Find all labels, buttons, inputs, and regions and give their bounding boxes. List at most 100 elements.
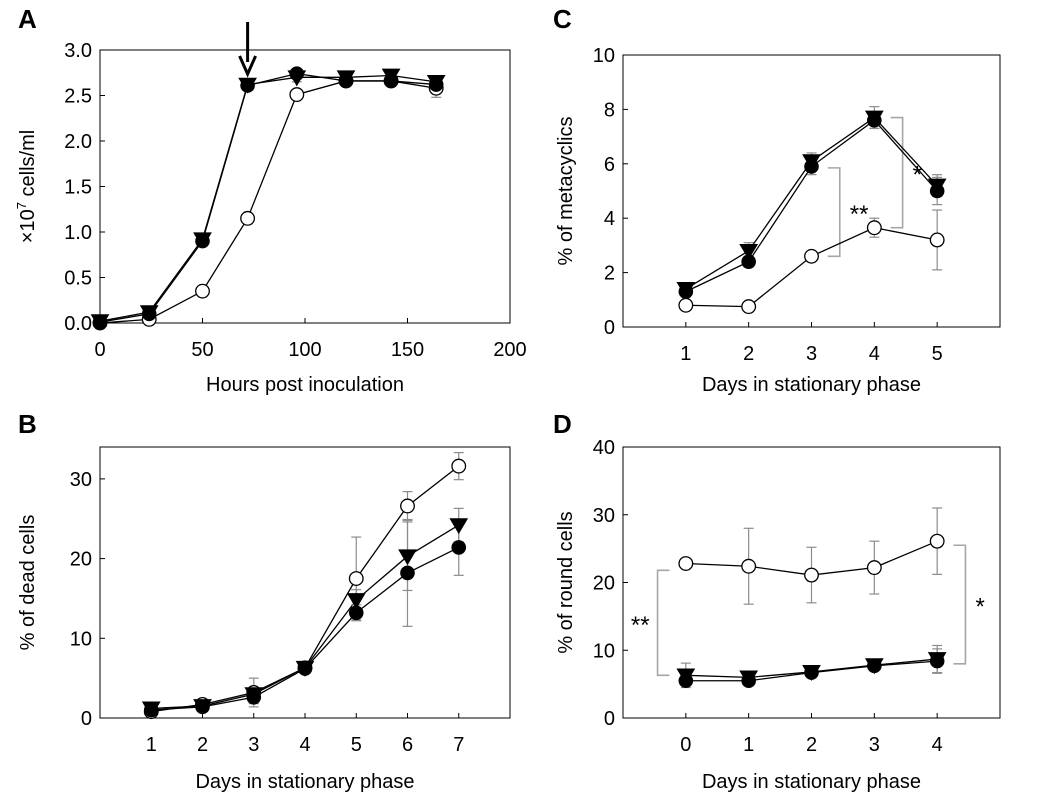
filled-circle-marker-0 bbox=[678, 284, 694, 299]
significance-bracket bbox=[890, 116, 904, 229]
x-axis-label: Days in stationary phase bbox=[702, 374, 921, 396]
x-tick-label: 150 bbox=[391, 339, 424, 361]
y-axis-label: % of dead cells bbox=[17, 515, 39, 651]
filled-circle-marker-2 bbox=[195, 233, 210, 249]
y-tick-label: 0 bbox=[604, 708, 615, 730]
triangle-marker-1 bbox=[739, 243, 759, 260]
open-circle-marker-3 bbox=[866, 220, 882, 236]
y-tick-label: 30 bbox=[593, 505, 615, 527]
x-tick-label: 5 bbox=[351, 734, 362, 756]
x-tick-label: 2 bbox=[743, 343, 754, 365]
x-tick-label: 5 bbox=[932, 343, 943, 365]
filled-circle-marker-1 bbox=[195, 699, 210, 715]
filled-circle-marker-5 bbox=[338, 73, 354, 89]
significance-label: * bbox=[913, 162, 922, 189]
x-tick-label: 3 bbox=[806, 343, 817, 365]
x-tick-label: 3 bbox=[248, 734, 259, 756]
series-line-circle-open bbox=[685, 227, 938, 308]
y-axis-label: % of metacyclics bbox=[555, 117, 577, 266]
open-circle-marker-1 bbox=[741, 299, 757, 315]
x-tick-label: 6 bbox=[402, 734, 413, 756]
x-tick-label: 7 bbox=[453, 734, 464, 756]
open-circle-marker-4 bbox=[929, 232, 945, 248]
y-tick-label: 2.5 bbox=[64, 86, 92, 108]
filled-circle-marker-7 bbox=[428, 77, 444, 92]
panel-label: B bbox=[18, 409, 37, 439]
filled-circle-marker-3 bbox=[867, 112, 882, 128]
filled-circle-marker-6 bbox=[451, 540, 467, 555]
significance-label: ** bbox=[631, 612, 650, 639]
y-axis-label-prefix: ×10 bbox=[17, 209, 39, 243]
filled-circle-marker-0 bbox=[143, 702, 159, 718]
filled-circle-marker-6 bbox=[383, 73, 399, 89]
filled-circle-marker-4 bbox=[929, 183, 945, 199]
y-tick-label: 10 bbox=[593, 640, 615, 662]
x-tick-label: 0 bbox=[94, 339, 105, 361]
y-tick-label: 30 bbox=[70, 469, 92, 491]
x-tick-label: 3 bbox=[869, 734, 880, 756]
series-line-triangle-down-filled bbox=[99, 74, 437, 322]
triangle-marker-5 bbox=[398, 549, 417, 566]
y-axis-label-exponent: 7 bbox=[14, 202, 29, 209]
x-tick-label: 1 bbox=[743, 734, 754, 756]
y-tick-label: 2.0 bbox=[64, 131, 92, 153]
plot-frame bbox=[99, 49, 511, 324]
plot-frame bbox=[99, 446, 511, 719]
open-circle-marker-2 bbox=[195, 283, 210, 299]
panel-label: C bbox=[553, 4, 572, 34]
x-tick-label: 1 bbox=[680, 343, 691, 365]
filled-circle-marker-1 bbox=[741, 254, 756, 270]
filled-circle-marker-5 bbox=[400, 565, 415, 581]
y-axis-label: % of round cells bbox=[555, 511, 577, 653]
y-tick-label: 0.0 bbox=[64, 313, 92, 335]
x-axis-label: Days in stationary phase bbox=[702, 771, 921, 793]
y-axis-label: ×107 cells/ml bbox=[14, 130, 39, 243]
filled-circle-marker-4 bbox=[348, 605, 364, 621]
y-tick-label: 10 bbox=[70, 628, 92, 650]
x-tick-label: 100 bbox=[288, 339, 321, 361]
panel-label: A bbox=[18, 4, 37, 34]
x-tick-label: 1 bbox=[146, 734, 157, 756]
open-circle-marker-6 bbox=[451, 458, 467, 474]
open-circle-marker-4 bbox=[929, 533, 945, 549]
open-circle-marker-2 bbox=[804, 248, 819, 264]
filled-circle-marker-3 bbox=[297, 661, 313, 676]
y-tick-label: 4 bbox=[604, 208, 615, 230]
y-tick-label: 1.0 bbox=[64, 222, 92, 244]
x-axis-label: Hours post inoculation bbox=[206, 374, 404, 396]
open-circle-marker-4 bbox=[289, 87, 305, 103]
open-circle-marker-2 bbox=[804, 567, 819, 583]
x-tick-label: 2 bbox=[197, 734, 208, 756]
filled-circle-marker-1 bbox=[741, 673, 756, 689]
panel-d: D 0 10 20 30 40 0 1 2 3 4 Days in stationary phase%… bbox=[553, 409, 1001, 793]
y-tick-label: 0.5 bbox=[64, 268, 92, 290]
x-tick-label: 0 bbox=[680, 734, 691, 756]
x-axis-label: Days in stationary phase bbox=[195, 771, 414, 793]
significance-label: ** bbox=[850, 201, 869, 228]
filled-circle-marker-4 bbox=[289, 66, 305, 81]
filled-circle-marker-0 bbox=[678, 673, 694, 689]
open-circle-marker-4 bbox=[348, 571, 364, 586]
panel-b: B 0 10 20 30 1 2 3 4 5 6 7 Days in stationary phase%… bbox=[17, 409, 511, 793]
y-tick-label: 20 bbox=[70, 549, 92, 571]
arrow-head bbox=[238, 55, 257, 78]
significance-bracket bbox=[656, 569, 670, 677]
triangle-marker-4 bbox=[346, 593, 366, 610]
y-axis-label-suffix: cells/ml bbox=[17, 130, 39, 202]
filled-circle-marker-2 bbox=[804, 159, 819, 174]
y-tick-label: 6 bbox=[604, 154, 615, 176]
open-circle-marker-3 bbox=[240, 210, 256, 226]
y-tick-label: 2 bbox=[604, 263, 615, 285]
x-tick-label: 4 bbox=[869, 343, 880, 365]
significance-label: * bbox=[975, 594, 984, 621]
open-circle-marker-3 bbox=[866, 560, 882, 576]
filled-circle-marker-3 bbox=[240, 78, 255, 93]
x-tick-label: 2 bbox=[806, 734, 817, 756]
filled-circle-marker-0 bbox=[92, 314, 108, 330]
series-line-circle-filled bbox=[99, 72, 437, 323]
significance-bracket bbox=[953, 544, 967, 665]
y-tick-label: 8 bbox=[604, 99, 615, 121]
triangle-marker-6 bbox=[449, 518, 469, 535]
open-circle-marker-5 bbox=[400, 498, 415, 514]
